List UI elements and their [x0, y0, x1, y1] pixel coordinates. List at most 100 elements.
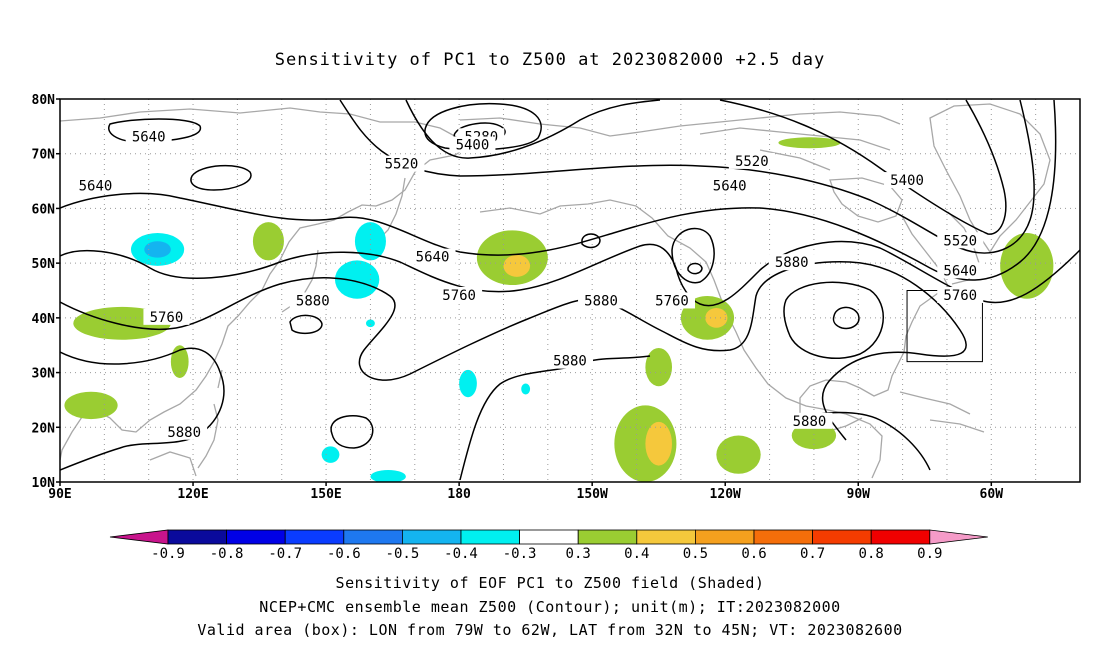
longitude-tick-label: 180 — [447, 487, 471, 502]
contour-label-background — [728, 152, 775, 169]
contour-label-layer: 5640564057605880588055205640528054005760… — [72, 128, 984, 441]
contour-label-background — [125, 128, 172, 145]
contour-label: 5640 — [943, 263, 977, 279]
contour-label-background — [786, 412, 833, 429]
colorbar-tick-label: 0.3 — [566, 546, 591, 562]
sensitivity-patch — [354, 222, 386, 261]
contour-label-background — [143, 308, 190, 325]
sensitivity-patch — [366, 319, 375, 328]
latitude-axis: 80N 70N 60N 50N 40N 30N 20N 10N — [32, 93, 60, 491]
colorbar-swatch — [284, 529, 345, 545]
contour-5880-tropic — [459, 355, 651, 481]
contour-label-background — [937, 262, 984, 279]
latitude-tick-label: 40N — [32, 312, 56, 327]
contour-label: 5640 — [416, 250, 450, 266]
contour-label-background — [937, 232, 984, 249]
contour-label: 5640 — [132, 129, 166, 145]
contour-label-background — [409, 248, 456, 265]
colorbar-tick-label: -0.6 — [327, 546, 361, 562]
contour-label: 5640 — [79, 179, 113, 195]
colorbar-tick-label: -0.5 — [386, 546, 420, 562]
contour-label: 5880 — [167, 425, 201, 441]
sensitivity-patch — [64, 391, 118, 420]
longitude-tick-label: 120E — [177, 487, 208, 502]
sensitivity-patch — [321, 446, 340, 463]
coastline-us-east — [845, 215, 949, 397]
colorbar-swatch — [460, 529, 520, 545]
longitude-tick-label: 150W — [577, 487, 608, 502]
colorbar-tick-label: 0.6 — [741, 546, 766, 562]
colorbar-swatch — [870, 529, 931, 545]
contour-label: 5760 — [150, 310, 184, 326]
contour-label: 5520 — [385, 157, 419, 173]
coastline-hudson-bay — [829, 177, 903, 223]
colorbar-swatch — [812, 529, 872, 545]
colorbar-tick-label: -0.9 — [151, 546, 185, 562]
coastline-arctic-north — [459, 111, 901, 137]
contour-5640-loop-b — [671, 227, 715, 284]
latitude-tick-label: 30N — [32, 367, 56, 382]
contour-label-background — [547, 352, 593, 369]
colorbar-tick-label: 0.7 — [800, 546, 825, 562]
sensitivity-patch — [459, 369, 477, 398]
coastline-arctic-islands — [699, 127, 891, 171]
colorbar-swatch — [695, 529, 755, 545]
contour-label-background — [378, 155, 425, 172]
coastline-greenland — [929, 103, 1051, 254]
colorbar-swatch — [577, 529, 638, 545]
contour-label: 5520 — [735, 154, 769, 170]
latitude-tick-label: 10N — [32, 476, 56, 491]
coastline-taiwan-philippines — [197, 369, 223, 469]
latitude-tick-label: 50N — [32, 257, 56, 272]
colorbar-tick-label: 0.9 — [917, 546, 942, 562]
contour-5880-loop-c — [330, 414, 374, 449]
sensitivity-patch — [370, 469, 406, 482]
colorbar-swatch — [519, 529, 579, 545]
contour-5640-north — [60, 99, 1057, 281]
colorbar-swatch — [343, 529, 403, 545]
contour-label: 5880 — [775, 255, 809, 271]
caption-line-2: NCEP+CMC ensemble mean Z500 (Contour); u… — [259, 598, 841, 616]
coastline-asia — [60, 107, 472, 461]
colorbar: -0.9 -0.8 -0.7 -0.6 -0.5 -0.4 -0.3 0.3 0.4 0.5 0.6… — [109, 529, 988, 562]
contour-label-background — [449, 136, 496, 153]
contour-label-background — [768, 254, 815, 271]
contour-label: 5520 — [943, 233, 977, 249]
colorbar-swatch — [636, 529, 696, 545]
contour-label: 5880 — [553, 354, 587, 370]
contour-label: 5880 — [584, 293, 618, 309]
contour-label: 5640 — [713, 179, 747, 195]
contour-5400-east — [719, 99, 1007, 235]
contour-5880-south — [60, 347, 225, 471]
contour-5520-closed — [190, 164, 252, 191]
contour-label-background — [289, 292, 336, 309]
caption-line-3: Valid area (box): LON from 79W to 62W, L… — [197, 621, 903, 639]
colorbar-swatch — [167, 529, 227, 545]
contour-label-background — [937, 286, 984, 303]
contour-5760 — [60, 240, 1080, 307]
map-title: Sensitivity of PC1 to Z500 at 2023082000… — [274, 50, 826, 70]
contour-label-background — [578, 292, 625, 309]
sensitivity-patch — [716, 435, 761, 474]
contour-label-background — [706, 177, 753, 194]
colorbar-swatch — [226, 529, 286, 545]
contour-label-background — [884, 172, 931, 189]
contour-label: 5760 — [655, 293, 689, 309]
colorbar-tick-label: 0.5 — [683, 546, 708, 562]
colorbar-tick-label: -0.4 — [444, 546, 478, 562]
colorbar-tick-label: 0.8 — [859, 546, 884, 562]
sensitivity-patch — [144, 241, 171, 258]
contour-label: 5400 — [456, 138, 490, 154]
coastline-labrador — [947, 211, 981, 285]
contour-5640-loop-c — [687, 262, 703, 275]
colorbar-tick-label: 0.4 — [624, 546, 649, 562]
contour-5880-atl-high — [783, 281, 884, 360]
contour-5880-atl-inner — [832, 306, 860, 330]
contour-label: 5880 — [793, 414, 827, 430]
longitude-tick-label: 120W — [710, 487, 741, 502]
contour-label: 5760 — [943, 288, 977, 304]
sensitivity-patch — [521, 383, 531, 395]
contour-label: 5880 — [296, 293, 330, 309]
colorbar-low-triangle — [109, 529, 169, 545]
